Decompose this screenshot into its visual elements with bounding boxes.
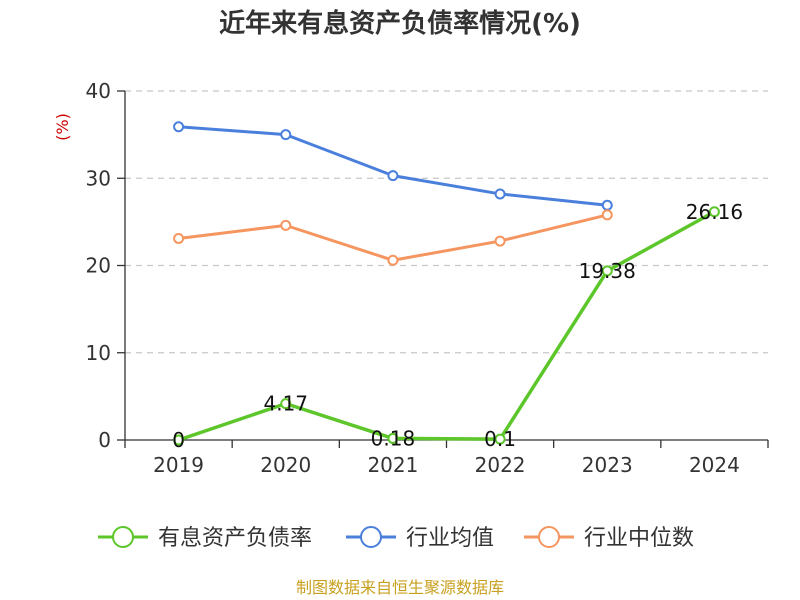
series-0-point-2020[interactable] (280, 398, 292, 410)
series-0-point-2024[interactable] (708, 206, 720, 218)
series-1-point-2020[interactable] (280, 129, 292, 141)
grid-layer (125, 90, 768, 354)
legend-label-1[interactable]: 行业均值 (406, 526, 494, 551)
data-label-2021: 0.18 (371, 426, 416, 450)
series-2-point-2019[interactable] (173, 232, 185, 244)
y-axis-unit-label: (%) (53, 113, 72, 141)
source-text: 制图数据来自恒生聚源数据库 (296, 578, 504, 597)
data-label-2024: 26.16 (686, 200, 743, 224)
data-label-2020: 4.17 (263, 392, 308, 416)
series-2-point-2020[interactable] (280, 219, 292, 231)
series-1-point-2019[interactable] (173, 121, 185, 133)
x-tick-label-2019: 2019 (153, 453, 204, 477)
data-label-2022: 0.1 (484, 427, 516, 451)
x-tick-label-2024: 2024 (689, 453, 740, 477)
series-line-1 (178, 125, 608, 207)
series-2-point-2023[interactable] (601, 209, 613, 221)
x-tick-label-2023: 2023 (582, 453, 633, 477)
series-0-point-2019[interactable] (173, 434, 185, 446)
y-tick-label-10: 10 (86, 341, 111, 365)
series-2-point-2021[interactable] (387, 254, 399, 266)
chart-title: 近年来有息资产负债率情况(%) (219, 8, 581, 39)
x-tick-label-2022: 2022 (475, 453, 526, 477)
data-label-2023: 19.38 (579, 259, 636, 283)
series-layer (173, 121, 720, 446)
series-0-point-2021[interactable] (387, 432, 399, 444)
legend-label-2[interactable]: 行业中位数 (584, 526, 694, 551)
y-tick-label-30: 30 (86, 166, 111, 190)
series-1-point-2023[interactable] (601, 199, 613, 211)
series-0-point-2023[interactable] (601, 265, 613, 277)
y-tick-label-40: 40 (86, 79, 111, 103)
series-line-2 (178, 213, 608, 262)
series-1-point-2022[interactable] (494, 188, 506, 200)
series-line-0 (178, 210, 716, 442)
x-tick-label-2020: 2020 (260, 453, 311, 477)
data-label-2019: 0 (172, 428, 185, 452)
series-0-point-2022[interactable] (494, 433, 506, 445)
series-1-point-2021[interactable] (387, 170, 399, 182)
y-tick-label-0: 0 (98, 428, 111, 452)
data-label-layer: 0 4.17 0.18 0.1 19.38 26.16 (172, 200, 743, 452)
x-tick-label-2021: 2021 (367, 453, 418, 477)
legend: 有息资产负债率 行业均值 行业中位数 (98, 526, 694, 551)
legend-label-0[interactable]: 有息资产负债率 (158, 526, 312, 551)
legend-marker-2 (538, 526, 560, 548)
legend-marker-1 (360, 526, 382, 548)
y-tick-label-20: 20 (86, 254, 111, 278)
series-2-point-2022[interactable] (494, 235, 506, 247)
axis-layer: 0 10 20 30 40 2019 2020 2021 2022 2023 2024 (86, 79, 769, 477)
legend-marker-0 (112, 526, 134, 548)
